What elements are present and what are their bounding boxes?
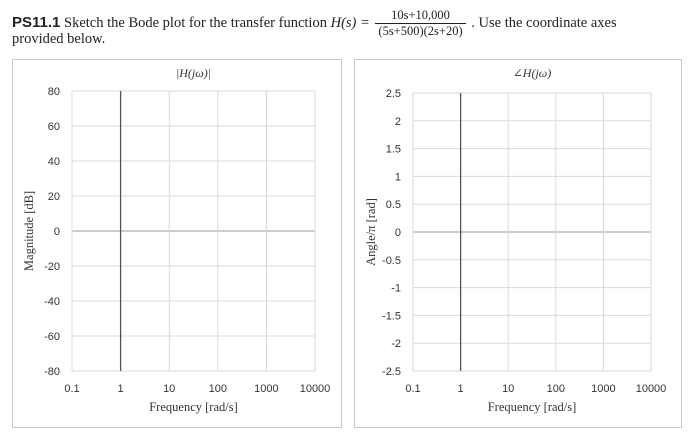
problem-text: Sketch the Bode plot for the transfer fu…: [64, 14, 327, 31]
y-tick-label: 80: [48, 86, 60, 98]
y-tick-label: 20: [48, 191, 60, 203]
y-tick-label: 2.5: [386, 88, 401, 100]
chart-title: ∠H(jω): [513, 66, 552, 80]
magnitude-chart-panel: -80 -60 -40 -20 0 20 40 60 80 0.1 1 10 100 1000 10000 |…: [12, 59, 342, 428]
x-tick-label: 1000: [591, 383, 615, 395]
transfer-function-label: H(s) =: [330, 14, 370, 31]
y-axis-label: Magnitude [dB]: [22, 191, 36, 271]
problem-text-line2: provided below.: [12, 31, 106, 47]
y-tick-label: 1: [395, 171, 401, 183]
x-tick-label: 1: [118, 383, 124, 395]
chart-title: |H(jω)|: [176, 66, 211, 80]
fraction-numerator: 10s+10,000: [375, 8, 466, 24]
x-axis-label: Frequency [rad/s]: [149, 400, 238, 414]
y-tick-label: -60: [44, 331, 60, 343]
x-tick-label: 10: [502, 383, 514, 395]
x-tick-label: 1: [458, 383, 464, 395]
x-tick-label: 0.1: [64, 383, 79, 395]
x-tick-label: 10: [163, 383, 175, 395]
y-tick-label: -20: [44, 261, 60, 273]
y-tick-label: 40: [48, 156, 60, 168]
x-tick-label: 0.1: [405, 383, 420, 395]
y-tick-label: -40: [44, 296, 60, 308]
y-tick-label: -0.5: [382, 255, 401, 267]
y-tick-label: -1.5: [382, 310, 401, 322]
problem-statement: PS11.1 Sketch the Bode plot for the tran…: [12, 8, 692, 39]
x-tick-label: 100: [209, 383, 227, 395]
y-tick-label: -80: [44, 366, 60, 378]
fraction-denominator: (5s+500)(2s+20): [378, 24, 463, 38]
y-tick-label: -1: [391, 283, 401, 295]
y-tick-label: 2: [395, 116, 401, 128]
y-tick-label: -2: [391, 338, 401, 350]
magnitude-chart: -80 -60 -40 -20 0 20 40 60 80 0.1 1 10 100 1000 10000 |…: [22, 66, 331, 414]
transfer-function-fraction: 10s+10,000 (5s+500)(2s+20): [375, 8, 466, 39]
y-tick-label: 0.5: [386, 199, 401, 211]
problem-text-end: . Use the coordinate axes: [471, 14, 617, 31]
phase-chart: -2.5 -2 -1.5 -1 -0.5 0 0.5 1 1.5 2 2.5 0.1 1 10 100 100…: [364, 66, 667, 414]
y-tick-label: 0: [395, 227, 401, 239]
x-tick-label: 100: [547, 383, 565, 395]
x-tick-label: 1000: [254, 383, 278, 395]
y-tick-label: 1.5: [386, 144, 401, 156]
problem-id: PS11.1: [12, 13, 61, 31]
y-tick-label: 60: [48, 121, 60, 133]
y-tick-label: 0: [54, 226, 60, 238]
y-axis-label: Angle/π [rad]: [364, 198, 378, 266]
x-tick-label: 10000: [636, 383, 667, 395]
y-tick-label: -2.5: [382, 366, 401, 378]
phase-chart-panel: -2.5 -2 -1.5 -1 -0.5 0 0.5 1 1.5 2 2.5 0.1 1 10 100 100…: [354, 59, 682, 428]
x-tick-label: 10000: [300, 383, 331, 395]
x-axis-label: Frequency [rad/s]: [488, 400, 577, 414]
